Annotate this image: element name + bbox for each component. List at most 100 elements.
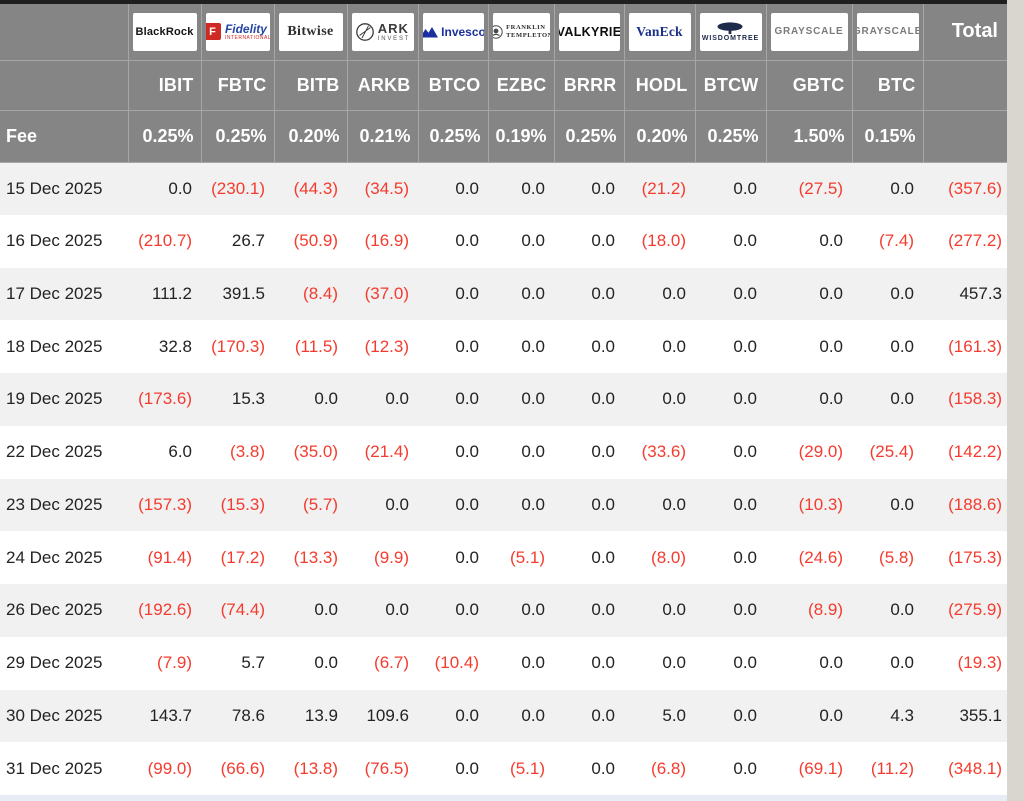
total-value-cell: (275.9)	[948, 600, 1002, 620]
total-value-cell: (19.3)	[957, 653, 1002, 673]
flow-value-cell-BTCW: 0.0	[733, 389, 757, 409]
flow-value-cell-GBTC: 0.0	[819, 231, 843, 251]
total-value-cell: (357.6)	[948, 178, 1002, 198]
flow-row-31-dec-2025: 31 Dec 2025 (99.0) (66.6) (13.8) (76.5) 0.0 (5…	[0, 742, 1007, 795]
fee-cell-EZBC: 0.19%	[488, 110, 555, 163]
issuer-header-BTC: GRAYSCALE	[852, 4, 924, 61]
flow-value-cell-HODL: 0.0	[662, 600, 686, 620]
flow-value-cell-BITB: (44.3)	[293, 178, 338, 198]
flow-value-cell-BTC: (7.4)	[879, 231, 914, 251]
flow-value-cell-FBTC: 391.5	[222, 283, 265, 303]
flow-value-cell-EZBC: 0.0	[521, 178, 545, 198]
fee-cell-BTCW: 0.25%	[695, 110, 767, 163]
flow-value-cell-BTC: 0.0	[890, 389, 914, 409]
flow-row-15-dec-2025: 15 Dec 2025 0.0 (230.1) (44.3) (34.5) 0.0 0.0 0…	[0, 162, 1007, 215]
flow-value-cell-BTCO: 0.0	[455, 600, 479, 620]
ticker-row-blank-cell	[0, 60, 129, 111]
flow-value-cell-BITB: 0.0	[314, 653, 338, 673]
flow-value-cell-HODL: (18.0)	[641, 231, 686, 251]
flow-value-cell-HODL: 0.0	[662, 283, 686, 303]
flow-value-cell-EZBC: 0.0	[521, 705, 545, 725]
fee-cell-BTC: 0.15%	[852, 110, 924, 163]
franklin-head-icon	[492, 25, 503, 39]
flow-value-cell-BTCO: 0.0	[455, 494, 479, 514]
date-cell: 18 Dec 2025	[6, 336, 103, 356]
flow-value-cell-FBTC: 5.7	[241, 653, 265, 673]
invesco-mountain-icon	[422, 26, 439, 38]
ark-invest-logo: ARK INVEST	[351, 12, 414, 51]
flow-value-cell-IBIT: 32.8	[158, 336, 192, 356]
flow-value-cell-IBIT: 111.2	[151, 283, 192, 303]
flow-value-cell-BTCW: 0.0	[733, 547, 757, 567]
total-value-cell: (142.2)	[948, 442, 1002, 462]
flow-value-cell-BRRR: 0.0	[591, 389, 615, 409]
flow-row-16-dec-2025: 16 Dec 2025 (210.7) 26.7 (50.9) (16.9) 0.0 0.0…	[0, 214, 1007, 268]
flow-value-cell-BRRR: 0.0	[591, 705, 615, 725]
flow-value-cell-BRRR: 0.0	[591, 178, 615, 198]
ticker-row: IBIT FBTC BITB ARKB BTCO EZBC BRRR HODL BTCW GBTC…	[0, 60, 1007, 111]
total-value-cell: (348.1)	[948, 758, 1002, 778]
flow-value-cell-GBTC: (29.0)	[798, 442, 843, 462]
invesco-logo: Invesco	[422, 12, 484, 51]
fee-cell-FBTC: 0.25%	[201, 110, 275, 163]
date-cell: 29 Dec 2025	[6, 653, 103, 673]
flow-value-cell-FBTC: (3.8)	[230, 442, 265, 462]
flow-value-cell-BTC: 4.3	[890, 705, 914, 725]
flow-value-cell-EZBC: 0.0	[521, 389, 545, 409]
flow-value-cell-IBIT: (7.9)	[157, 653, 192, 673]
flow-value-cell-BTC: 0.0	[890, 178, 914, 198]
flow-value-cell-BTCW: 0.0	[733, 178, 757, 198]
issuer-header-GBTC: GRAYSCALE	[766, 4, 853, 61]
flow-value-cell-BTCW: 0.0	[733, 600, 757, 620]
logo-subtext: INVEST	[377, 35, 411, 42]
fee-cell-BTCO: 0.25%	[418, 110, 489, 163]
flow-row-26-dec-2025: 26 Dec 2025 (192.6) (74.4) 0.0 0.0 0.0 0.0 0.0 0…	[0, 584, 1007, 637]
flow-value-cell-EZBC: 0.0	[521, 442, 545, 462]
flow-value-cell-BTCW: 0.0	[733, 653, 757, 673]
logo-text: TEMPLETON	[506, 31, 550, 39]
flow-value-cell-BTCW: 0.0	[733, 758, 757, 778]
flow-value-cell-BTC: 0.0	[890, 336, 914, 356]
flow-value-cell-IBIT: (210.7)	[138, 231, 192, 251]
flow-value-cell-EZBC: 0.0	[521, 653, 545, 673]
logo-text: Bitwise	[287, 23, 334, 39]
flow-value-cell-BRRR: 0.0	[591, 547, 615, 567]
logo-subtext: INTERNATIONAL	[224, 34, 270, 41]
flow-value-cell-IBIT: (157.3)	[138, 494, 192, 514]
ticker-header-HODL: HODL	[624, 60, 696, 111]
flow-value-cell-GBTC: 0.0	[819, 336, 843, 356]
flow-value-cell-BTC: (5.8)	[879, 547, 914, 567]
flow-value-cell-BTC: 0.0	[890, 600, 914, 620]
flow-value-cell-GBTC: 0.0	[819, 705, 843, 725]
logo-text: Invesco	[441, 24, 484, 39]
date-cell: 31 Dec 2025	[6, 758, 103, 778]
flow-value-cell-ARKB: (6.7)	[374, 653, 409, 673]
flow-row-18-dec-2025: 18 Dec 2025 32.8 (170.3) (11.5) (12.3) 0.0 0.0…	[0, 320, 1007, 373]
flow-value-cell-IBIT: 0.0	[168, 178, 192, 198]
flow-value-cell-ARKB: 0.0	[385, 494, 409, 514]
date-cell: 17 Dec 2025	[6, 283, 103, 303]
flow-value-cell-IBIT: (173.6)	[138, 389, 192, 409]
flow-value-cell-BITB: 0.0	[314, 600, 338, 620]
flow-row-29-dec-2025: 29 Dec 2025 (7.9) 5.7 0.0 (6.7) (10.4) 0.0 0.0 0…	[0, 636, 1007, 690]
flow-value-cell-BTCO: 0.0	[455, 705, 479, 725]
flow-value-cell-ARKB: (16.9)	[364, 231, 409, 251]
flow-value-cell-BTCW: 0.0	[733, 494, 757, 514]
ticker-header-GBTC: GBTC	[766, 60, 853, 111]
logo-text: ARK	[377, 20, 409, 36]
logo-text: GRAYSCALE	[774, 26, 844, 38]
date-cell: 23 Dec 2025	[6, 494, 103, 514]
ticker-header-EZBC: EZBC	[488, 60, 555, 111]
flow-value-cell-HODL: (33.6)	[641, 442, 686, 462]
flow-value-cell-BRRR: 0.0	[591, 600, 615, 620]
flow-value-cell-ARKB: (12.3)	[364, 336, 409, 356]
flow-value-cell-IBIT: 6.0	[168, 442, 192, 462]
ticker-header-BTCW: BTCW	[695, 60, 767, 111]
flow-value-cell-BRRR: 0.0	[591, 758, 615, 778]
flow-value-cell-ARKB: (76.5)	[364, 758, 409, 778]
flow-value-cell-BITB: (11.5)	[294, 336, 338, 356]
ticker-header-BRRR: BRRR	[554, 60, 625, 111]
ticker-row-total-blank	[923, 60, 1007, 111]
ticker-header-BTCO: BTCO	[418, 60, 489, 111]
